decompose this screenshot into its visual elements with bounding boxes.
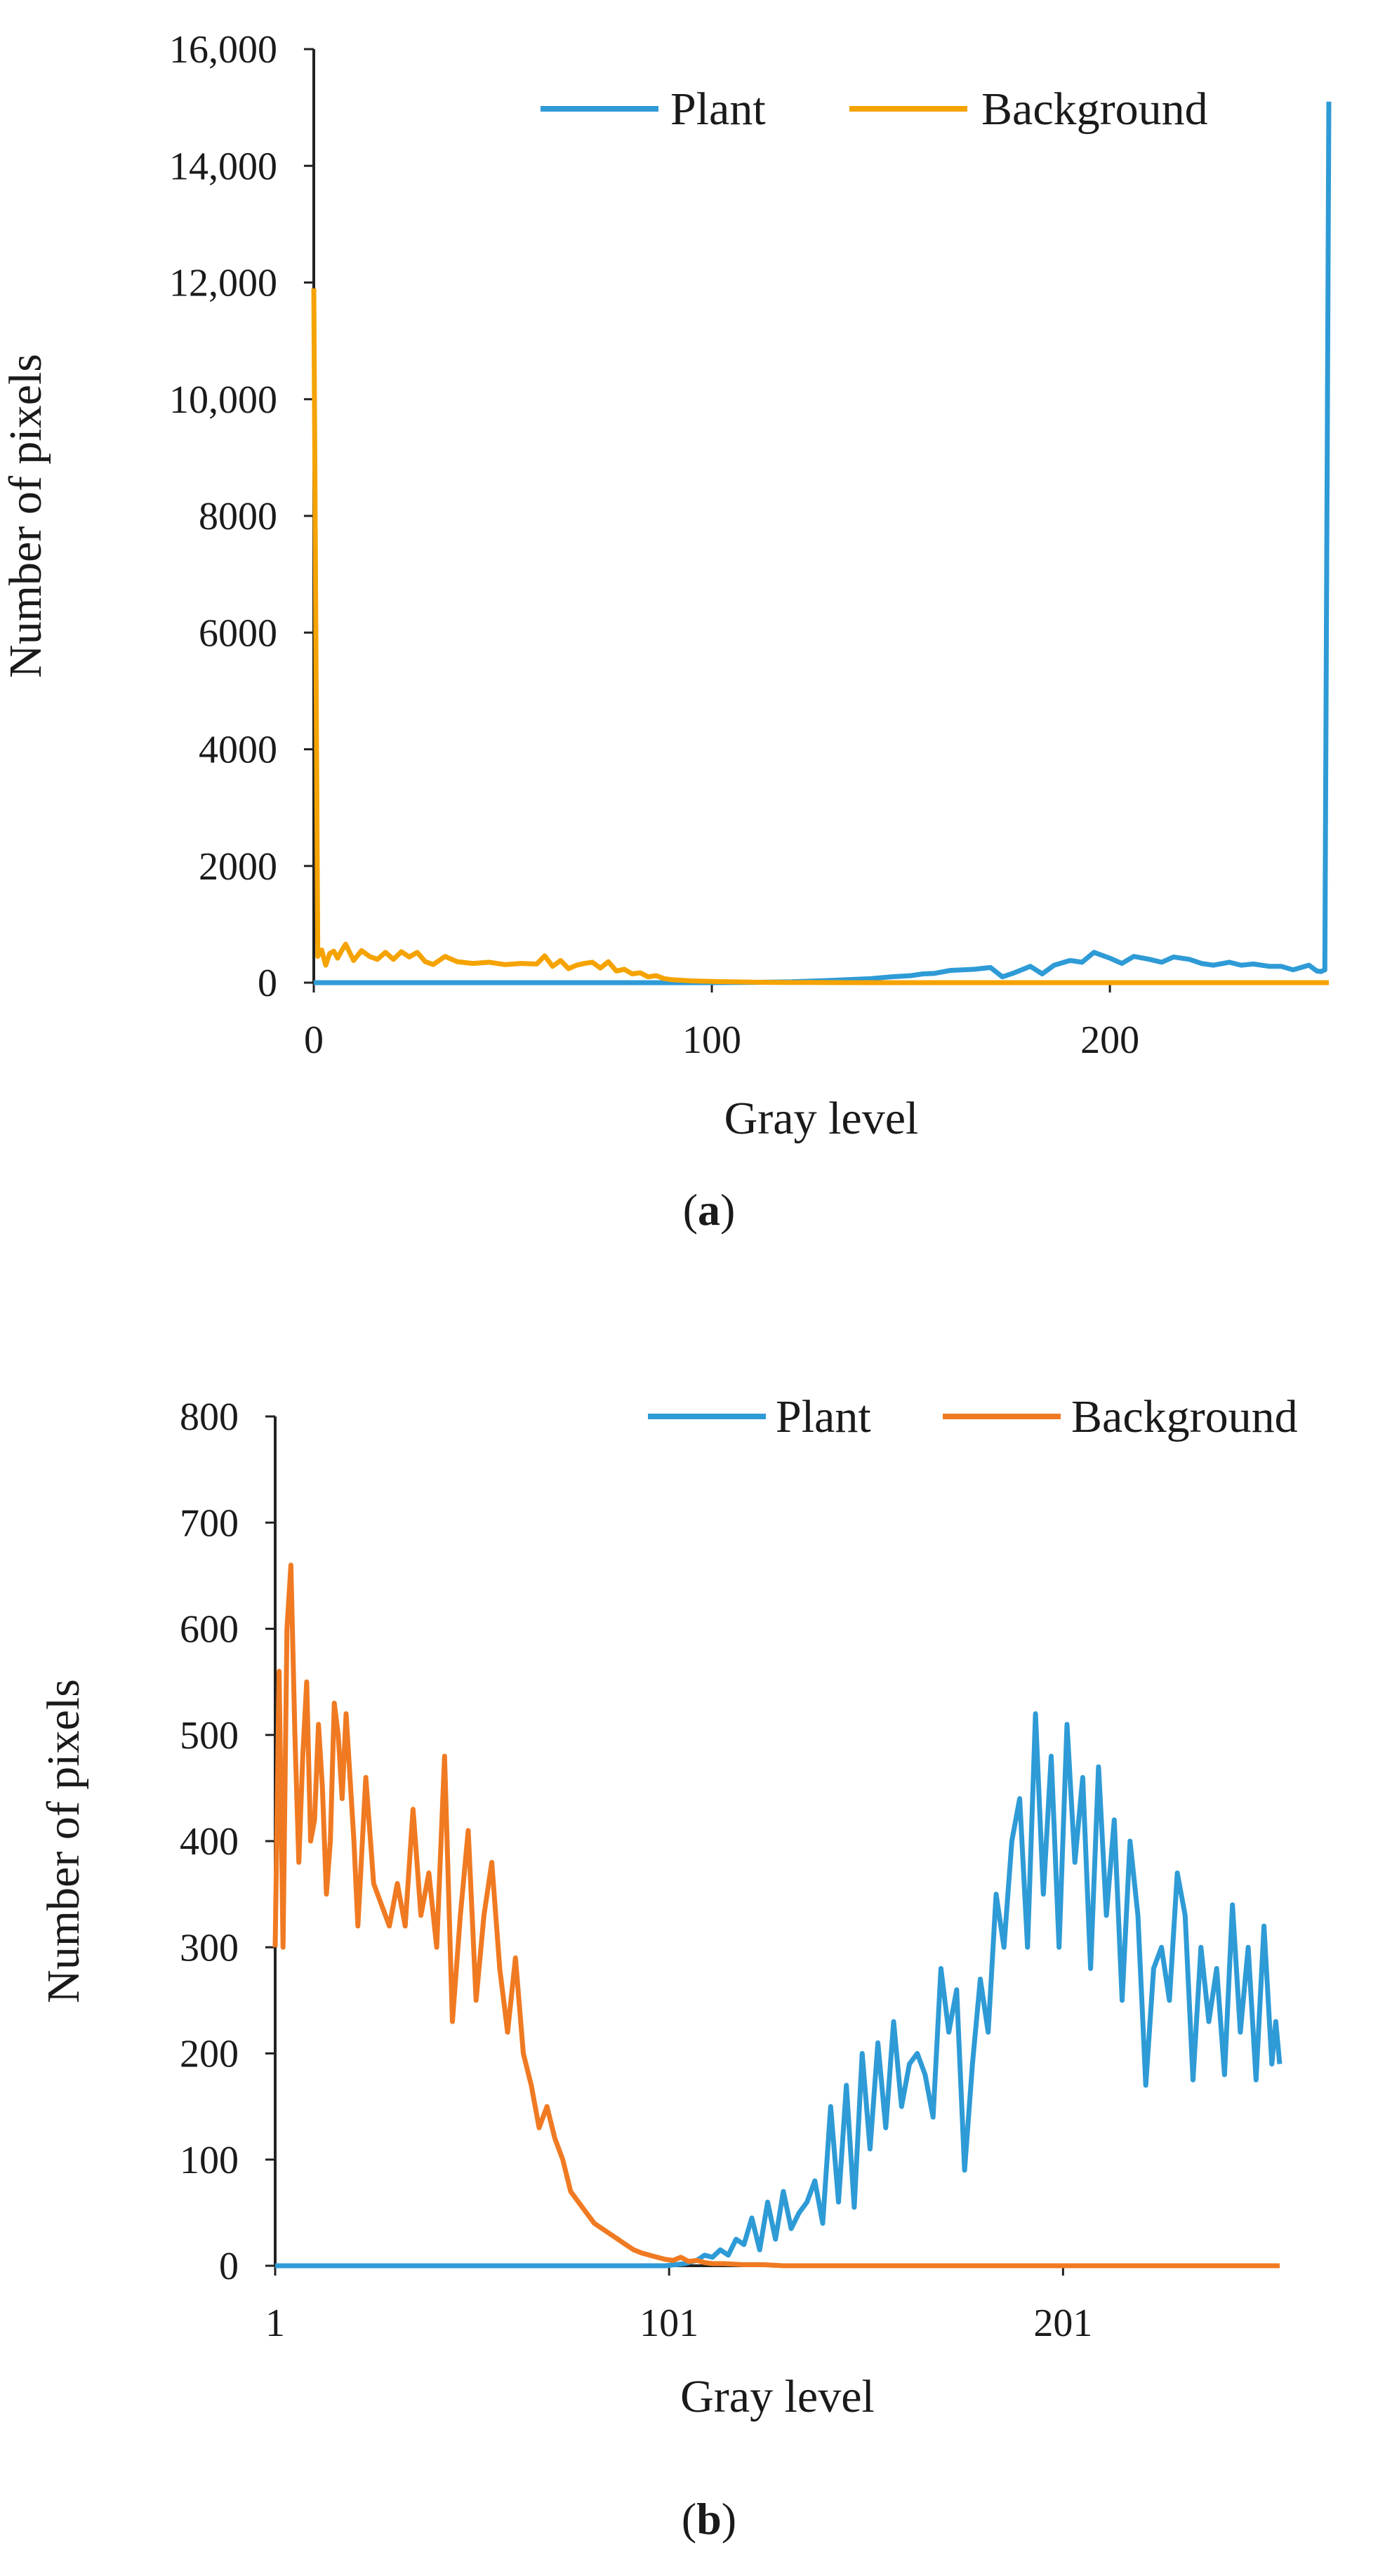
y-tick-label: 14,000: [169, 145, 277, 188]
y-tick-label: 12,000: [169, 262, 277, 305]
series-line-plant: [314, 101, 1332, 985]
y-tick-label: 600: [180, 1608, 239, 1652]
chart-panel-b: 0 100 200 300 400 500 600 700 800 1 101 201 Plant Bac…: [38, 1391, 1298, 2544]
y-tick-label: 6000: [199, 611, 277, 655]
y-tick-label: 0: [219, 2245, 239, 2288]
legend-label-plant: Plant: [776, 1391, 871, 1442]
x-tick-label: 0: [304, 1018, 324, 1062]
legend-label-background: Background: [1071, 1391, 1298, 1442]
x-tick-label: 100: [682, 1018, 741, 1062]
x-tick-label: 1: [265, 2302, 285, 2345]
y-tick-label: 300: [180, 1926, 239, 1970]
y-axis-title: Number of pixels: [38, 1679, 89, 2003]
x-axis-title: Gray level: [724, 1093, 919, 1144]
chart-panel-a: 0200040006000800010,00012,00014,00016,00…: [0, 28, 1332, 1235]
series-line-background: [272, 1562, 1280, 2269]
y-tick-label: 500: [180, 1714, 239, 1758]
panel-label: (b): [682, 2494, 736, 2544]
y-tick-label: 8000: [199, 495, 277, 538]
y-tick-label: 400: [180, 1820, 239, 1864]
y-tick-label: 2000: [199, 845, 277, 889]
y-tick-label: 4000: [199, 729, 277, 772]
legend-label-plant: Plant: [670, 84, 766, 135]
y-tick-label: 800: [180, 1395, 239, 1439]
x-tick-label: 200: [1080, 1018, 1139, 1062]
series-line-plant: [275, 1711, 1283, 2269]
panel-label: (a): [683, 1185, 736, 1235]
series-line-background: [311, 288, 1329, 985]
y-tick-label: 100: [180, 2139, 239, 2182]
y-tick-label: 0: [258, 962, 277, 1005]
y-tick-label: 700: [180, 1501, 239, 1545]
x-tick-label: 201: [1033, 2302, 1092, 2345]
y-tick-label: 16,000: [169, 28, 277, 72]
y-tick-label: 10,000: [169, 378, 277, 422]
x-axis-title: Gray level: [680, 2371, 875, 2422]
y-tick-label: 200: [180, 2033, 239, 2076]
y-axis-title: Number of pixels: [0, 354, 51, 678]
legend-label-background: Background: [981, 84, 1208, 135]
x-tick-label: 101: [640, 2302, 698, 2345]
